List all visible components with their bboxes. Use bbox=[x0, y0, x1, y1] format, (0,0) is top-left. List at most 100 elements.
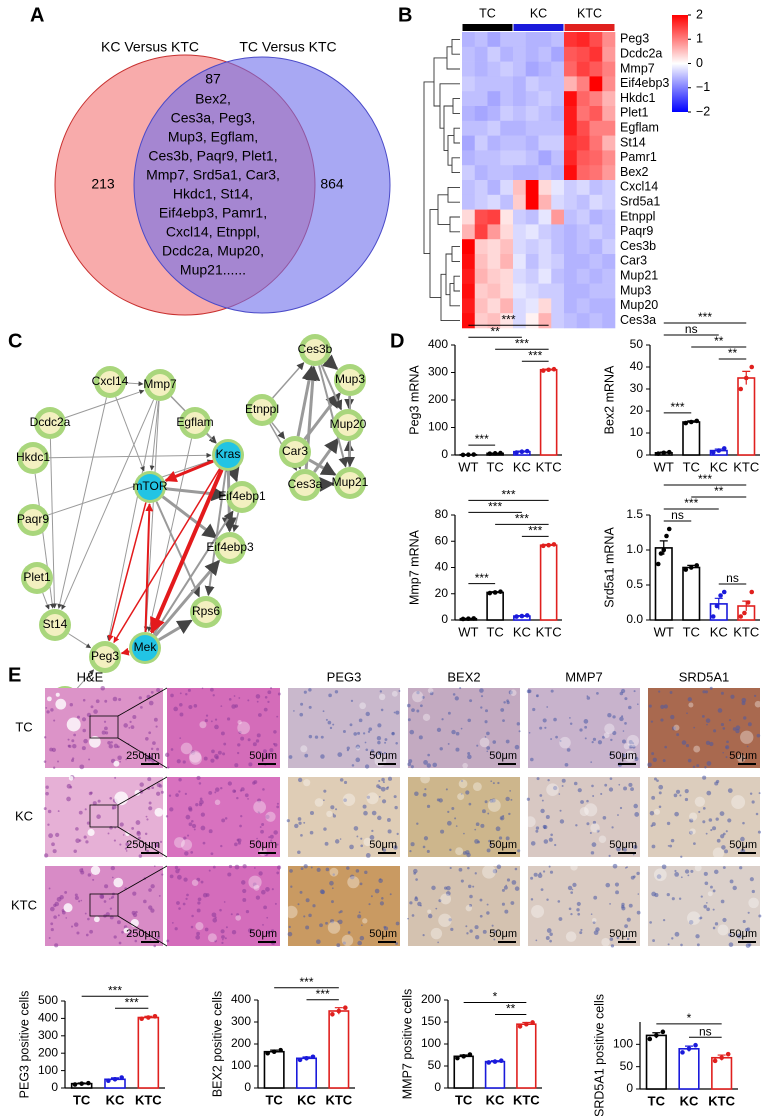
micrograph-texture bbox=[86, 821, 91, 825]
micrograph-texture bbox=[356, 835, 359, 838]
micrograph-texture bbox=[736, 933, 742, 939]
heatmap-cell bbox=[576, 180, 590, 196]
micrograph-texture bbox=[555, 735, 558, 739]
micrograph-texture bbox=[305, 925, 310, 930]
micrograph-texture bbox=[577, 912, 581, 916]
data-point bbox=[738, 386, 744, 392]
data-point bbox=[461, 1054, 466, 1059]
scale-label: 50μm bbox=[369, 750, 397, 762]
micrograph-texture bbox=[365, 711, 370, 717]
micrograph-texture bbox=[161, 873, 164, 876]
micrograph-texture bbox=[566, 748, 571, 752]
heatmap-cell bbox=[500, 120, 514, 136]
panel-label: B bbox=[398, 4, 412, 26]
micrograph-texture bbox=[104, 884, 109, 889]
data-point bbox=[738, 614, 744, 619]
micrograph-texture bbox=[592, 794, 595, 797]
micrograph-texture bbox=[663, 704, 668, 709]
micrograph-texture bbox=[237, 743, 241, 747]
micrograph-texture bbox=[360, 844, 364, 848]
bar bbox=[484, 1060, 506, 1089]
micrograph-texture bbox=[414, 791, 419, 797]
micrograph-texture bbox=[622, 730, 625, 732]
micrograph-texture bbox=[475, 822, 480, 827]
micrograph-texture bbox=[486, 911, 490, 915]
micrograph-texture bbox=[366, 792, 379, 805]
heatmap-cell bbox=[564, 76, 578, 92]
micrograph-texture bbox=[205, 893, 210, 897]
micrograph-texture bbox=[421, 695, 425, 699]
micrograph-texture bbox=[114, 791, 129, 806]
micrograph-texture bbox=[258, 871, 263, 876]
x-tick-label: KC bbox=[486, 1092, 505, 1107]
bar bbox=[295, 1057, 317, 1089]
micrograph-texture bbox=[633, 875, 636, 878]
micrograph-texture bbox=[227, 872, 232, 877]
micrograph-texture bbox=[353, 732, 358, 736]
micrograph-texture bbox=[617, 814, 619, 816]
data-point bbox=[106, 1078, 111, 1083]
micrograph-texture bbox=[193, 828, 196, 831]
heatmap-cell bbox=[602, 32, 616, 48]
micrograph-texture bbox=[269, 834, 274, 839]
heatmap-cell bbox=[525, 268, 539, 284]
micrograph-texture bbox=[678, 897, 682, 900]
heatmap-cell bbox=[462, 298, 476, 314]
micrograph-texture bbox=[458, 867, 463, 872]
network-node-core bbox=[39, 412, 61, 434]
micrograph-texture bbox=[505, 836, 510, 841]
micrograph-texture bbox=[716, 838, 721, 843]
heatmap-cell bbox=[551, 224, 565, 240]
micrograph-texture bbox=[553, 717, 557, 722]
micrograph-texture bbox=[323, 789, 327, 793]
y-tick-label: 0 bbox=[434, 1080, 441, 1094]
micrograph-texture bbox=[66, 717, 81, 732]
micrograph-texture bbox=[705, 718, 711, 723]
heatmap-cell bbox=[564, 106, 578, 122]
micrograph-texture bbox=[411, 914, 415, 917]
data-point bbox=[546, 542, 551, 548]
micrograph-texture bbox=[93, 916, 100, 923]
micrograph-texture bbox=[488, 839, 491, 843]
heatmap-cell bbox=[500, 150, 514, 166]
micrograph-texture bbox=[670, 838, 675, 843]
micrograph-texture bbox=[178, 907, 181, 910]
heatmap-cell bbox=[602, 224, 616, 240]
micrograph-texture bbox=[199, 721, 207, 729]
data-point bbox=[330, 1012, 335, 1017]
micrograph-texture bbox=[211, 912, 217, 918]
y-tick-label: 500 bbox=[38, 993, 58, 1007]
micrograph-texture bbox=[479, 898, 483, 902]
micrograph-texture bbox=[143, 899, 147, 904]
micrograph-texture bbox=[221, 818, 226, 823]
micrograph-texture bbox=[610, 738, 613, 742]
micrograph-texture bbox=[364, 870, 368, 875]
micrograph-texture bbox=[128, 727, 131, 729]
micrograph-texture bbox=[188, 807, 193, 812]
micrograph-texture bbox=[146, 849, 149, 853]
micrograph-texture bbox=[462, 851, 467, 855]
heatmap-cell bbox=[462, 135, 476, 151]
micrograph-texture bbox=[412, 691, 424, 703]
significance-label: *** bbox=[684, 496, 698, 510]
data-point bbox=[498, 589, 503, 594]
data-point bbox=[718, 593, 723, 598]
micrograph-texture bbox=[151, 786, 154, 790]
micrograph-texture bbox=[237, 838, 242, 843]
y-axis-label: Srd5a1 mRNA bbox=[602, 527, 616, 608]
micrograph-texture bbox=[188, 704, 193, 710]
micrograph-texture bbox=[467, 718, 471, 723]
micrograph-texture bbox=[605, 882, 611, 888]
micrograph-texture bbox=[244, 793, 249, 798]
micrograph-texture bbox=[393, 845, 398, 850]
heatmap-cell bbox=[576, 239, 590, 255]
micrograph-texture bbox=[745, 844, 748, 848]
micrograph-texture bbox=[536, 777, 540, 781]
micrograph-texture bbox=[240, 815, 243, 818]
network-edge bbox=[231, 512, 240, 533]
micrograph-texture bbox=[517, 849, 521, 853]
micrograph-texture bbox=[323, 827, 327, 831]
heatmap-cell bbox=[589, 61, 603, 77]
micrograph-texture bbox=[554, 843, 557, 847]
y-tick-label: 100 bbox=[421, 1036, 441, 1050]
